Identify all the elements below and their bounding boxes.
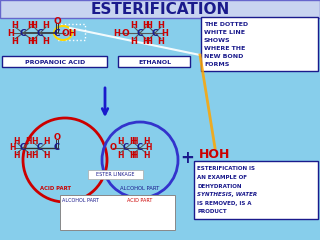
Text: PRODUCT: PRODUCT: [197, 209, 227, 214]
Text: C: C: [137, 29, 143, 37]
Text: H: H: [131, 137, 137, 145]
Text: DEHYDRATION: DEHYDRATION: [197, 184, 242, 188]
Text: NEW BOND: NEW BOND: [204, 54, 244, 59]
Text: AN EXAMPLE OF: AN EXAMPLE OF: [197, 175, 247, 180]
Text: PROPANOIC ACID: PROPANOIC ACID: [25, 60, 85, 65]
Text: H: H: [43, 36, 49, 46]
Text: H: H: [131, 20, 137, 30]
Text: C: C: [20, 29, 26, 37]
Text: O: O: [121, 29, 129, 37]
Text: H: H: [129, 137, 135, 145]
Text: ALCOHOL PART: ALCOHOL PART: [120, 186, 160, 191]
Text: H: H: [157, 20, 164, 30]
Text: C: C: [54, 144, 60, 152]
FancyBboxPatch shape: [201, 17, 318, 71]
Text: H: H: [143, 20, 149, 30]
Text: H: H: [31, 20, 37, 30]
Text: H: H: [143, 150, 149, 160]
FancyBboxPatch shape: [194, 161, 318, 219]
Text: WHITE LINE: WHITE LINE: [204, 30, 245, 35]
Text: H: H: [117, 137, 123, 145]
Text: H: H: [14, 150, 20, 160]
Text: H: H: [146, 36, 152, 46]
Text: H: H: [31, 150, 37, 160]
Text: +: +: [180, 149, 194, 167]
Text: O: O: [53, 133, 60, 143]
Text: ALCOHOL PART: ALCOHOL PART: [61, 198, 99, 203]
Text: H: H: [10, 144, 16, 152]
FancyBboxPatch shape: [88, 170, 143, 179]
Text: ESTER LINKAGE: ESTER LINKAGE: [96, 173, 134, 178]
Text: H: H: [146, 144, 152, 152]
Text: H: H: [114, 29, 120, 37]
Text: OH: OH: [61, 29, 77, 37]
Text: H: H: [43, 137, 49, 145]
Text: H: H: [8, 29, 14, 37]
Text: H: H: [28, 20, 35, 30]
FancyBboxPatch shape: [2, 56, 107, 67]
Text: H: H: [31, 137, 37, 145]
Text: H: H: [26, 150, 32, 160]
Text: C: C: [37, 144, 43, 152]
Text: HOH: HOH: [199, 149, 231, 162]
Text: H: H: [28, 36, 35, 46]
Text: H: H: [43, 20, 49, 30]
Text: ESTERIFICATION: ESTERIFICATION: [90, 2, 230, 18]
FancyBboxPatch shape: [0, 0, 320, 18]
Text: ACID PART: ACID PART: [127, 198, 153, 203]
Text: H: H: [26, 137, 32, 145]
Text: H: H: [43, 150, 49, 160]
Text: H: H: [143, 137, 149, 145]
Text: C: C: [123, 144, 129, 152]
Text: IS REMOVED, IS A: IS REMOVED, IS A: [197, 200, 252, 205]
Text: H: H: [12, 36, 19, 46]
Text: H: H: [12, 20, 19, 30]
Text: THE DOTTED: THE DOTTED: [204, 22, 248, 26]
Text: H: H: [131, 150, 137, 160]
Text: H: H: [146, 20, 152, 30]
Text: C: C: [137, 144, 143, 152]
FancyBboxPatch shape: [60, 195, 175, 230]
Text: O: O: [109, 144, 116, 152]
FancyBboxPatch shape: [118, 56, 190, 67]
Text: ETHANOL: ETHANOL: [139, 60, 172, 65]
Text: O: O: [53, 17, 61, 25]
Text: H: H: [143, 36, 149, 46]
Text: C: C: [152, 29, 158, 37]
Text: H: H: [129, 150, 135, 160]
Text: H: H: [131, 36, 137, 46]
Text: WHERE THE: WHERE THE: [204, 46, 245, 50]
Text: H: H: [162, 29, 168, 37]
Text: C: C: [37, 29, 43, 37]
Text: H: H: [14, 137, 20, 145]
Text: SHOWS: SHOWS: [204, 37, 231, 42]
Text: C: C: [54, 29, 60, 37]
Text: SYNTHESIS, WATER: SYNTHESIS, WATER: [197, 192, 257, 197]
Text: ESTERIFICATION IS: ESTERIFICATION IS: [197, 167, 255, 172]
Text: H: H: [117, 150, 123, 160]
Text: FORMS: FORMS: [204, 61, 229, 66]
Text: C: C: [20, 144, 26, 152]
Text: H: H: [157, 36, 164, 46]
Text: H: H: [31, 36, 37, 46]
Text: ACID PART: ACID PART: [39, 186, 70, 191]
